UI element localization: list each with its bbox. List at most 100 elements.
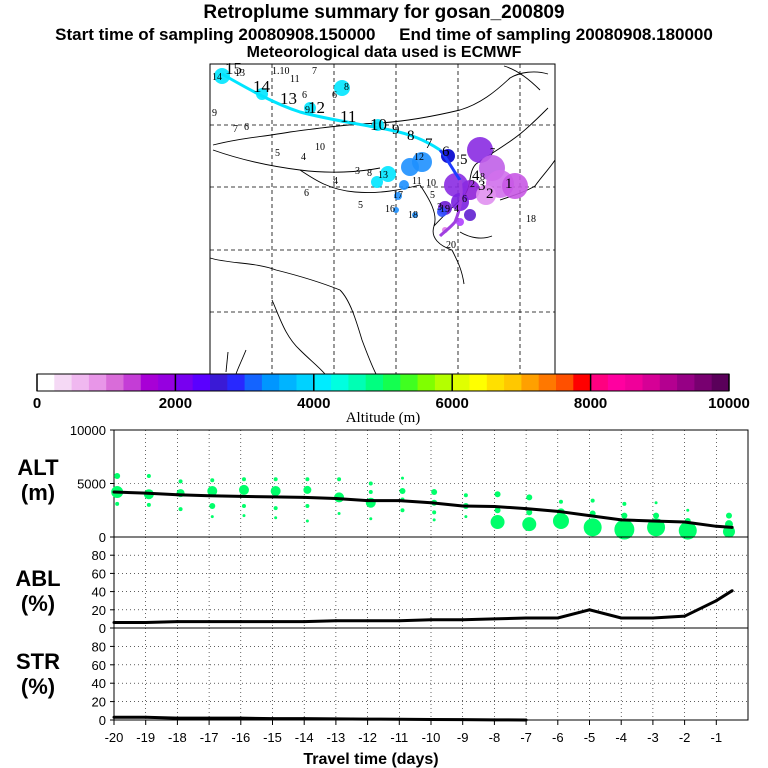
colorbar-swatch xyxy=(106,374,124,391)
x-tick-label: -2 xyxy=(679,730,691,745)
map-point-label: 3 xyxy=(355,166,360,177)
y-tick-label: 20 xyxy=(92,695,106,710)
colorbar-swatch xyxy=(140,374,159,391)
abl-panel-label: ABL (%) xyxy=(15,566,61,616)
series-line-abl xyxy=(114,589,733,625)
map-plume-dot xyxy=(304,102,316,114)
map-plume-dot xyxy=(456,218,464,226)
map-point-label: 17 xyxy=(393,190,403,201)
series-point xyxy=(556,616,560,620)
alt-scatter-point xyxy=(654,501,658,505)
series-point xyxy=(302,495,306,499)
colorbar-swatch xyxy=(434,374,453,391)
time-series-panels: 0 5000 10000 0 20 40 60 80 0 20 40 60 80 -20 -19 -18 -17… xyxy=(70,423,749,768)
colorbar-swatch xyxy=(711,374,730,391)
x-tick-label: -18 xyxy=(168,730,187,745)
map-point-label: 19 xyxy=(440,204,450,215)
y-tick-label: 0 xyxy=(99,530,106,545)
series-point xyxy=(271,717,274,721)
colorbar-tick-label: 10000 xyxy=(708,395,750,412)
colorbar-swatch xyxy=(486,374,505,391)
series-point xyxy=(397,717,401,721)
map-plume-dot xyxy=(464,209,476,221)
map-point-label: 10 xyxy=(315,142,325,153)
alt-scatter-point xyxy=(399,487,406,494)
x-tick-label: -4 xyxy=(615,730,627,745)
x-tick-label: -11 xyxy=(390,730,408,745)
colorbar-swatch xyxy=(244,374,263,391)
series-point xyxy=(334,496,338,500)
alt-scatter-point xyxy=(526,494,533,501)
alt-scatter-point xyxy=(522,517,537,532)
alt-scatter-point xyxy=(210,515,214,519)
map-plume-dot xyxy=(399,180,409,190)
map-point-label: 6 xyxy=(302,90,307,101)
colorbar-swatch xyxy=(659,374,678,391)
trajectory-low xyxy=(438,179,463,238)
alt-scatter-point xyxy=(209,502,216,509)
series-point xyxy=(397,619,401,623)
alt-scatter-point xyxy=(337,511,341,515)
colorbar-swatch xyxy=(642,374,661,391)
trajectory-day-label: 7 xyxy=(425,136,433,152)
map-plume-dot xyxy=(412,152,432,172)
map-point-label: 4 xyxy=(301,152,306,163)
series-point xyxy=(429,501,433,505)
series-point xyxy=(588,608,591,612)
map-plume-dots xyxy=(214,68,528,233)
colorbar-swatch xyxy=(417,374,436,391)
alt-scatter-point xyxy=(725,512,732,519)
series-point xyxy=(207,716,211,720)
x-tick-label: -16 xyxy=(231,730,250,745)
series-point xyxy=(302,620,306,624)
alt-scatter-point xyxy=(647,518,666,537)
x-axis-label: Travel time (days) xyxy=(303,751,438,768)
colorbar-swatch xyxy=(504,374,522,391)
colorbar-swatch xyxy=(590,374,609,391)
alt-scatter-point xyxy=(273,506,278,511)
trajectory-day-label: 14 xyxy=(253,77,271,96)
alt-scatter-point xyxy=(210,478,215,483)
colorbar-swatch xyxy=(538,374,557,391)
trajectory-day-label: 8 xyxy=(407,128,415,144)
series-point xyxy=(461,504,465,508)
map-point-label: 5 xyxy=(430,190,435,201)
alt-scatter-point xyxy=(552,512,569,529)
alt-scatter-point xyxy=(590,498,595,503)
trajectory-day-label: 5 xyxy=(460,152,468,168)
alt-scatter-point xyxy=(494,507,501,514)
series-point xyxy=(429,717,433,721)
map-point-label: 11 xyxy=(412,176,422,187)
alt-scatter-point xyxy=(400,476,404,480)
x-tick-label: -5 xyxy=(584,730,596,745)
series-point xyxy=(429,618,433,622)
alt-scatter-point xyxy=(146,502,151,507)
panel-alt: 0 5000 10000 xyxy=(70,423,749,545)
trajectory-day-label: 10 xyxy=(370,115,387,134)
series-point xyxy=(588,514,591,518)
trajectory-day-label: 2 xyxy=(486,186,494,202)
alt-scatter-point xyxy=(432,518,436,522)
map-point-label: 2 xyxy=(470,179,475,190)
series-point xyxy=(683,520,687,524)
map-point-label: 6 xyxy=(332,90,337,101)
alt-scatter-point xyxy=(431,489,438,496)
colorbar-swatch xyxy=(71,374,90,391)
trajectory-day-label: 15 xyxy=(225,59,242,78)
series-point xyxy=(239,716,243,720)
series-point xyxy=(239,620,243,624)
map-point-label: 9 xyxy=(305,105,310,116)
alt-scatter-point xyxy=(305,519,309,523)
y-tick-label: 0 xyxy=(99,713,106,728)
series-point xyxy=(144,715,148,719)
colorbar-swatch xyxy=(296,374,315,391)
alt-scatter-point xyxy=(305,503,310,508)
trajectory-day-label: 13 xyxy=(280,89,297,108)
alt-scatter-point xyxy=(337,477,342,482)
colorbar-tick-label: 2000 xyxy=(159,395,192,412)
alt-scatter-point xyxy=(270,485,281,496)
map-point-label: 18 xyxy=(526,214,536,225)
series-point xyxy=(334,619,338,623)
series-point xyxy=(730,589,734,593)
